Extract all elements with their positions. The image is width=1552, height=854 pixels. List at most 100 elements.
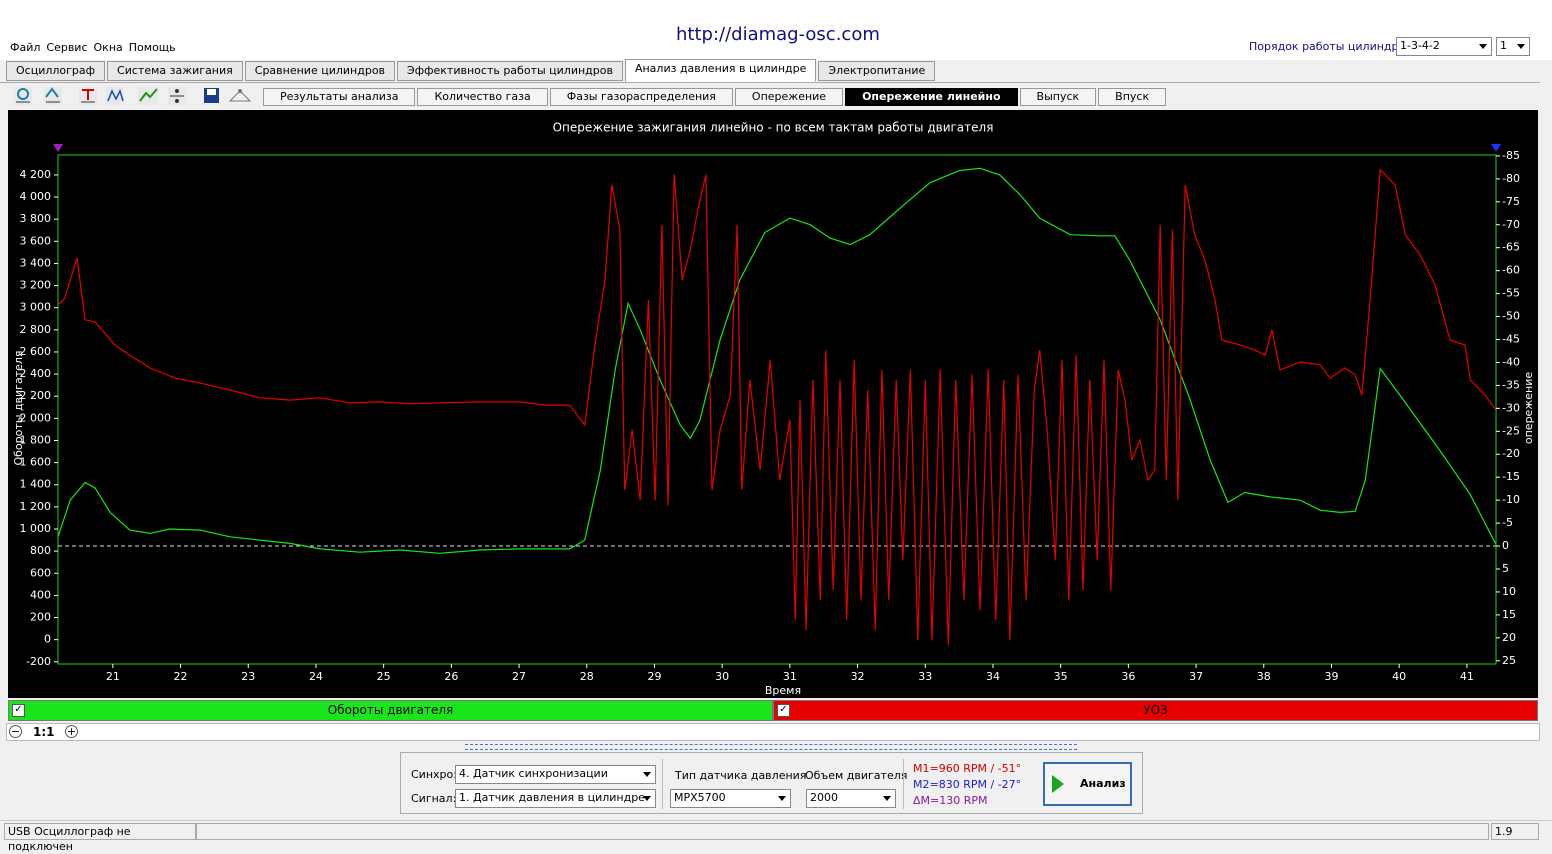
sub-tab[interactable]: Фазы газораспределения (549, 88, 733, 106)
tab[interactable]: Осциллограф (6, 61, 106, 81)
tool-icon[interactable] (44, 87, 62, 105)
signal-label: Сигнал: (411, 792, 457, 805)
tab[interactable]: Система зажигания (107, 61, 243, 81)
y2-tick-label: -5 (1502, 516, 1513, 529)
y2-tick-label: 15 (1502, 608, 1516, 621)
y-tick-label: 800 (30, 544, 51, 557)
legend-item[interactable]: ✓ УОЗ (773, 700, 1538, 721)
x-tick-label: 27 (512, 670, 526, 683)
y2-tick-label: 25 (1502, 654, 1516, 667)
legend-checkbox[interactable]: ✓ (12, 704, 25, 717)
y2-axis-label: опережение (1522, 372, 1535, 444)
sub-tab[interactable]: Выпуск (1019, 88, 1097, 106)
site-url[interactable]: http://diamag-osc.com (676, 24, 880, 45)
data-line (57, 167, 1497, 554)
legend-label: Обороты двигателя (327, 703, 454, 717)
analyze-label: Анализ (1080, 777, 1126, 790)
menu-bar: Файл Сервис Окна Помощь (10, 41, 176, 54)
signal-select[interactable]: 1. Датчик давления в цилиндре (455, 789, 656, 808)
y2-tick-label: -50 (1502, 310, 1520, 323)
menu-item[interactable]: Окна (93, 41, 123, 54)
x-tick-label: 40 (1392, 670, 1406, 683)
legend-checkbox[interactable]: ✓ (777, 704, 790, 717)
tool-icon[interactable] (14, 87, 32, 105)
scale-icon[interactable] (228, 89, 252, 102)
y-tick-label: 3 400 (20, 256, 52, 269)
y2-tick-label: -30 (1502, 401, 1520, 414)
menu-item[interactable]: Помощь (128, 41, 176, 54)
cylinder-spinner[interactable]: 1 (1496, 37, 1530, 56)
y-tick-label: 2 600 (20, 345, 52, 358)
x-axis-label: Время (765, 684, 801, 697)
y2-tick-label: 0 (1502, 539, 1509, 552)
y-tick-label: 2 400 (20, 367, 52, 380)
sub-tab[interactable]: Впуск (1098, 88, 1167, 106)
tool-icon[interactable] (106, 87, 124, 105)
main-tabs: Осциллограф Система зажигания Сравнение ци… (6, 59, 936, 82)
y2-tick-label: -35 (1502, 378, 1520, 391)
sub-tab[interactable]: Опережение (734, 88, 844, 106)
readout-m1: M1=960 RPM / -51° (913, 762, 1022, 775)
y-tick-label: 0 (44, 633, 51, 646)
sub-tab[interactable]: Количество газа (417, 88, 548, 106)
tab[interactable]: Электропитание (818, 61, 936, 81)
y-tick-label: 3 000 (20, 301, 52, 314)
x-tick-label: 31 (783, 670, 797, 683)
y-tick-label: 200 (30, 611, 51, 624)
y2-tick-label: -25 (1502, 424, 1520, 437)
menu-item[interactable]: Сервис (46, 41, 88, 54)
y2-tick-label: 20 (1502, 631, 1516, 644)
chart: Опережение зажигания линейно - по всем т… (8, 110, 1538, 698)
volume-select[interactable]: 2000 (806, 789, 896, 808)
cylinder-order-select[interactable]: 1-3-4-2 (1396, 37, 1492, 56)
marker-m1[interactable] (53, 144, 63, 152)
x-tick-label: 22 (174, 670, 188, 683)
x-tick-label: 30 (715, 670, 729, 683)
splitter[interactable] (465, 744, 1077, 750)
x-tick-label: 34 (986, 670, 1000, 683)
sensor-select[interactable]: MPX5700 (670, 789, 791, 808)
y2-tick-label: -15 (1502, 470, 1520, 483)
tab[interactable]: Эффективность работы цилиндров (397, 61, 623, 81)
x-tick-label: 32 (851, 670, 865, 683)
tool-icon[interactable] (79, 87, 97, 105)
sync-select[interactable]: 4. Датчик синхронизации (455, 765, 656, 784)
analyze-button[interactable]: Анализ (1043, 762, 1132, 806)
y2-tick-label: -80 (1502, 172, 1520, 185)
x-tick-label: 33 (918, 670, 932, 683)
sub-tab[interactable]: Опережение линейно (845, 88, 1018, 106)
zoom-bar: − 1:1 + (6, 723, 1540, 741)
tab[interactable]: Анализ давления в цилиндре (624, 59, 817, 82)
sub-tab[interactable]: Результаты анализа (263, 88, 416, 106)
marker-m2[interactable] (1491, 144, 1501, 152)
connection-status: USB Осциллограф не подключен (4, 823, 196, 853)
y-tick-label: 3 800 (20, 212, 52, 225)
y2-tick-label: 5 (1502, 562, 1509, 575)
chart-background (8, 110, 1538, 698)
version: 1.9 (1491, 823, 1539, 840)
zoom-out[interactable]: − (9, 725, 22, 738)
tool-icon[interactable] (138, 87, 158, 105)
separator (903, 759, 904, 809)
x-tick-label: 39 (1324, 670, 1338, 683)
legend-item[interactable]: ✓ Обороты двигателя (8, 700, 773, 721)
zoom-in[interactable]: + (65, 725, 78, 738)
y2-tick-label: -45 (1502, 333, 1520, 346)
x-tick-label: 25 (377, 670, 391, 683)
status-bar: USB Осциллограф не подключен 1.9 (0, 820, 1552, 853)
save-icon[interactable] (204, 88, 219, 103)
y-tick-label: 2 000 (20, 411, 52, 424)
tool-icon[interactable] (168, 87, 186, 105)
y2-tick-label: 10 (1502, 585, 1516, 598)
zoom-level: 1:1 (33, 725, 55, 739)
separator (662, 759, 663, 809)
x-tick-label: 37 (1189, 670, 1203, 683)
tab[interactable]: Сравнение цилиндров (244, 61, 396, 81)
sync-label: Синхро: (411, 768, 457, 781)
y2-tick-label: -60 (1502, 264, 1520, 277)
sub-tabs: Результаты анализа Количество газа Фазы га… (263, 88, 1167, 106)
y-tick-label: 400 (30, 588, 51, 601)
y2-tick-label: -55 (1502, 287, 1520, 300)
menu-item[interactable]: Файл (10, 41, 41, 54)
